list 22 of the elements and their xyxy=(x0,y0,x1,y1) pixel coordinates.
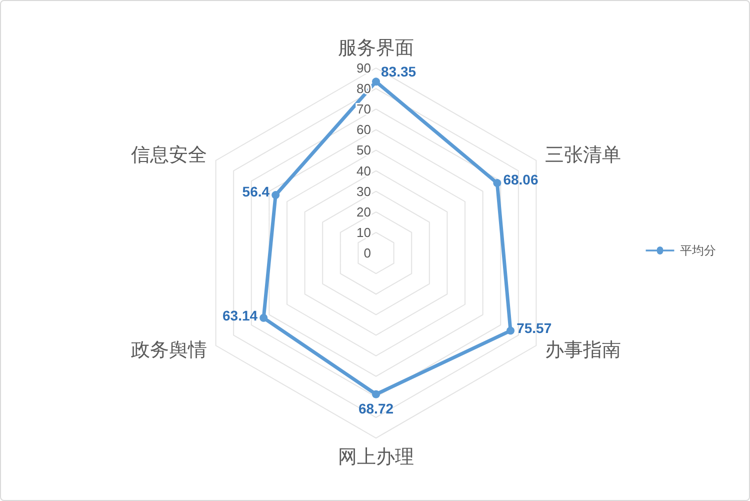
y-tick-label: 0 xyxy=(364,246,371,260)
y-tick-label: 40 xyxy=(356,163,371,178)
y-tick-label: 30 xyxy=(356,184,371,199)
spoke-label: 网上办理 xyxy=(338,447,414,468)
data-label: 63.14 xyxy=(222,307,258,324)
y-tick-label: 10 xyxy=(356,224,371,240)
y-tick-label: 20 xyxy=(356,204,371,220)
data-label: 68.06 xyxy=(503,172,538,188)
data-label: 83.35 xyxy=(381,64,416,80)
y-tick-label: 90 xyxy=(356,60,371,76)
spoke-label: 政务舆情 xyxy=(131,340,208,361)
y-tick-label: 70 xyxy=(356,102,371,117)
data-label: 68.72 xyxy=(358,400,394,416)
spoke-label: 办事指南 xyxy=(544,340,621,361)
y-tick-label: 50 xyxy=(356,142,371,158)
data-label: 75.57 xyxy=(516,320,552,336)
spoke-label: 三张清单 xyxy=(544,145,621,166)
y-tick-label: 60 xyxy=(356,122,371,138)
data-label: 56.4 xyxy=(242,184,270,200)
legend-label: 平均分 xyxy=(680,244,716,258)
spoke-label: 信息安全 xyxy=(131,144,208,166)
spoke-label: 服务界面 xyxy=(338,38,414,59)
